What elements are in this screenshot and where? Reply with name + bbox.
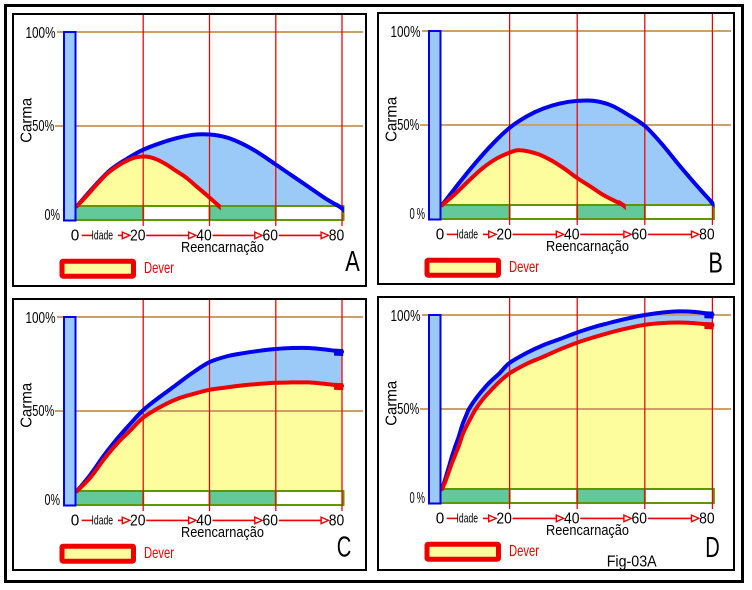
svg-text:20: 20 bbox=[496, 226, 512, 243]
svg-text:Carma: Carma bbox=[383, 96, 400, 141]
svg-text:0%: 0% bbox=[45, 207, 61, 224]
svg-text:60: 60 bbox=[263, 227, 279, 244]
svg-text:Reencarnação: Reencarnação bbox=[546, 239, 629, 255]
svg-text:80: 80 bbox=[699, 510, 715, 527]
svg-text:40: 40 bbox=[564, 226, 580, 243]
svg-text:Idade: Idade bbox=[457, 228, 479, 242]
svg-text:Carma: Carma bbox=[383, 380, 400, 425]
svg-text:60: 60 bbox=[263, 512, 279, 529]
svg-text:20: 20 bbox=[496, 510, 512, 527]
svg-text:40: 40 bbox=[196, 512, 212, 529]
svg-text:Dever: Dever bbox=[509, 259, 539, 276]
svg-text:C: C bbox=[337, 532, 352, 564]
svg-text:60: 60 bbox=[632, 226, 648, 243]
svg-text:20: 20 bbox=[130, 512, 146, 529]
svg-text:60: 60 bbox=[632, 510, 648, 527]
svg-text:Fig-03A: Fig-03A bbox=[607, 554, 657, 571]
svg-text:100%: 100% bbox=[26, 25, 56, 42]
svg-text:Reencarnação: Reencarnação bbox=[181, 525, 264, 541]
svg-text:0 %: 0 % bbox=[410, 206, 426, 223]
svg-text:Carma: Carma bbox=[18, 382, 35, 427]
svg-text:50%: 50% bbox=[397, 117, 419, 134]
svg-text:0%: 0% bbox=[45, 492, 61, 509]
svg-text:Dever: Dever bbox=[144, 545, 174, 562]
svg-text:100%: 100% bbox=[391, 24, 421, 41]
svg-text:20: 20 bbox=[130, 227, 146, 244]
svg-text:0: 0 bbox=[436, 226, 445, 243]
svg-text:Carma: Carma bbox=[18, 97, 35, 142]
svg-text:50%: 50% bbox=[397, 401, 419, 418]
svg-text:80: 80 bbox=[329, 512, 345, 529]
svg-text:100%: 100% bbox=[26, 310, 56, 327]
svg-text:0 %: 0 % bbox=[410, 490, 426, 507]
svg-text:80: 80 bbox=[699, 226, 715, 243]
svg-text:Reencarnação: Reencarnação bbox=[181, 240, 264, 256]
svg-text:A: A bbox=[345, 246, 360, 278]
svg-text:Idade: Idade bbox=[92, 229, 114, 243]
svg-text:50%: 50% bbox=[32, 403, 54, 420]
svg-text:Reencarnação: Reencarnação bbox=[546, 523, 629, 539]
svg-text:Idade: Idade bbox=[457, 512, 479, 526]
svg-text:0: 0 bbox=[71, 227, 80, 244]
svg-text:Idade: Idade bbox=[92, 514, 114, 528]
svg-text:Dever: Dever bbox=[144, 260, 174, 277]
svg-text:80: 80 bbox=[329, 227, 345, 244]
svg-text:40: 40 bbox=[196, 227, 212, 244]
svg-text:D: D bbox=[705, 532, 720, 564]
svg-text:40: 40 bbox=[564, 510, 580, 527]
svg-text:0: 0 bbox=[71, 512, 80, 529]
svg-text:Dever: Dever bbox=[509, 543, 539, 560]
svg-text:50%: 50% bbox=[32, 118, 54, 135]
svg-text:0: 0 bbox=[436, 510, 445, 527]
svg-text:B: B bbox=[708, 248, 723, 280]
svg-text:100%: 100% bbox=[391, 308, 421, 325]
